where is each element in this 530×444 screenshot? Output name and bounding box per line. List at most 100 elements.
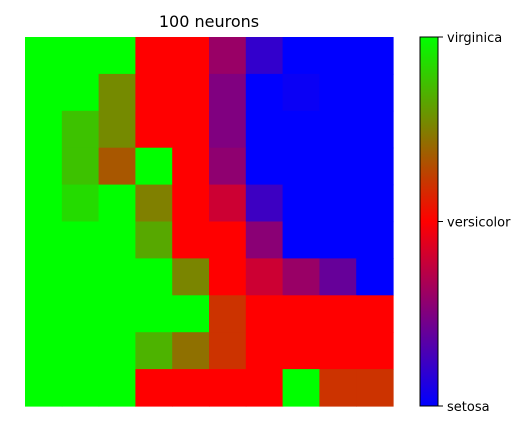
- heatmap-cell-r3-c7: [282, 147, 320, 186]
- heatmap-cell-r6-c8: [319, 258, 357, 296]
- heatmap-cell-r3-c3: [135, 147, 173, 186]
- heatmap-cell-r9-c7: [282, 369, 320, 407]
- heatmap-cell-r8-c9: [356, 332, 394, 370]
- heatmap-cell-r0-c6: [245, 37, 284, 75]
- heatmap-cell-r4-c8: [319, 184, 357, 223]
- heatmap-cell-r3-c5: [209, 147, 247, 186]
- heatmap-cell-r2-c0: [25, 110, 63, 149]
- heatmap-cell-r5-c2: [98, 221, 136, 259]
- heatmap-cell-r0-c2: [98, 37, 136, 75]
- colorbar-ticks: virginica versicolor setosa: [438, 31, 511, 415]
- heatmap-cell-r1-c7: [282, 73, 320, 112]
- heatmap-cell-r5-c3: [135, 221, 173, 259]
- heatmap-cell-r6-c3: [135, 258, 173, 296]
- colorbar: [419, 36, 439, 407]
- heatmap-cell-r4-c6: [245, 184, 284, 223]
- heatmap-cell-r6-c6: [245, 258, 284, 296]
- heatmap-cell-r1-c1: [61, 73, 100, 112]
- heatmap-cell-r2-c5: [209, 110, 247, 149]
- heatmap-cell-r7-c0: [25, 295, 63, 333]
- heatmap-cell-r2-c8: [319, 110, 357, 149]
- heatmap-cell-r7-c7: [282, 295, 320, 333]
- heatmap-cell-r1-c2: [98, 73, 136, 112]
- heatmap-cell-r0-c5: [209, 37, 247, 75]
- heatmap-cell-r5-c7: [282, 221, 320, 259]
- heatmap-cell-r4-c7: [282, 184, 320, 223]
- heatmap-cell-r7-c8: [319, 295, 357, 333]
- heatmap-cell-r4-c9: [356, 184, 394, 223]
- heatmap-cell-r9-c1: [61, 369, 100, 407]
- heatmap-cell-r5-c0: [25, 221, 63, 259]
- heatmap-cell-r0-c1: [61, 37, 100, 75]
- heatmap-cell-r6-c7: [282, 258, 320, 296]
- heatmap-cell-r9-c5: [209, 369, 247, 407]
- colorbar-tick-label-setosa: setosa: [447, 400, 490, 415]
- heatmap-cell-r2-c1: [61, 110, 100, 149]
- heatmap-cell-r8-c0: [25, 332, 63, 370]
- heatmap-cell-r0-c7: [282, 37, 320, 75]
- heatmap-cell-r9-c9: [356, 369, 394, 407]
- heatmap-cell-r2-c4: [172, 110, 210, 149]
- heatmap-cell-r8-c7: [282, 332, 320, 370]
- heatmap-cell-r5-c9: [356, 221, 394, 259]
- heatmap-cell-r7-c5: [209, 295, 247, 333]
- colorbar-tick-label-virginica: virginica: [447, 31, 502, 46]
- heatmap-cell-r1-c6: [245, 73, 284, 112]
- heatmap-cell-r5-c6: [245, 221, 284, 259]
- heatmap-cell-r3-c8: [319, 147, 357, 186]
- heatmap-cell-r8-c4: [172, 332, 210, 370]
- heatmap-cell-r7-c4: [172, 295, 210, 333]
- heatmap-cell-r8-c3: [135, 332, 173, 370]
- heatmap-cell-r5-c8: [319, 221, 357, 259]
- heatmap-cell-r8-c8: [319, 332, 357, 370]
- heatmap-cell-r7-c1: [61, 295, 100, 333]
- heatmap-cell-r3-c9: [356, 147, 394, 186]
- heatmap-cell-r6-c1: [61, 258, 100, 296]
- heatmap-cell-r6-c2: [98, 258, 136, 296]
- heatmap-cell-r3-c0: [25, 147, 63, 186]
- heatmap-cell-r5-c1: [61, 221, 100, 259]
- heatmap-cell-r3-c6: [245, 147, 284, 186]
- heatmap-cell-r4-c1: [61, 184, 100, 223]
- heatmap-cell-r2-c6: [245, 110, 284, 149]
- heatmap-cell-r3-c4: [172, 147, 210, 186]
- heatmap-cell-r5-c5: [209, 221, 247, 259]
- heatmap-cell-r6-c4: [172, 258, 210, 296]
- heatmap-cell-r2-c9: [356, 110, 394, 149]
- heatmap-cell-r9-c0: [25, 369, 63, 407]
- heatmap-cell-r5-c4: [172, 221, 210, 259]
- heatmap-cell-r7-c6: [245, 295, 284, 333]
- heatmap-cell-r2-c3: [135, 110, 173, 149]
- heatmap-cell-r2-c2: [98, 110, 136, 149]
- heatmap-cell-r8-c5: [209, 332, 247, 370]
- heatmap-cell-r1-c3: [135, 73, 173, 112]
- heatmap-cell-r3-c1: [61, 147, 100, 186]
- heatmap-cell-r0-c9: [356, 37, 394, 75]
- chart-title: 100 neurons: [159, 12, 259, 31]
- heatmap-cell-r1-c8: [319, 73, 357, 112]
- heatmap-cell-r6-c0: [25, 258, 63, 296]
- heatmap-cell-r9-c4: [172, 369, 210, 407]
- heatmap-cell-r0-c0: [25, 37, 63, 75]
- colorbar-tick-label-versicolor: versicolor: [447, 216, 511, 231]
- heatmap-cell-r4-c2: [98, 184, 136, 223]
- heatmap-cell-r9-c3: [135, 369, 173, 407]
- heatmap-cells: [25, 37, 394, 407]
- heatmap-cell-r9-c8: [319, 369, 357, 407]
- heatmap-cell-r4-c0: [25, 184, 63, 223]
- heatmap-cell-r6-c5: [209, 258, 247, 296]
- heatmap-cell-r1-c4: [172, 73, 210, 112]
- heatmap-cell-r0-c3: [135, 37, 173, 75]
- heatmap-cell-r7-c3: [135, 295, 173, 333]
- heatmap-cell-r4-c3: [135, 184, 173, 223]
- heatmap-cell-r9-c2: [98, 369, 136, 407]
- heatmap-cell-r1-c9: [356, 73, 394, 112]
- heatmap-cell-r1-c5: [209, 73, 247, 112]
- heatmap-cell-r6-c9: [356, 258, 394, 296]
- heatmap-cell-r0-c4: [172, 37, 210, 75]
- heatmap-cell-r4-c5: [209, 184, 247, 223]
- heatmap-cell-r8-c6: [245, 332, 284, 370]
- heatmap-cell-r1-c0: [25, 73, 63, 112]
